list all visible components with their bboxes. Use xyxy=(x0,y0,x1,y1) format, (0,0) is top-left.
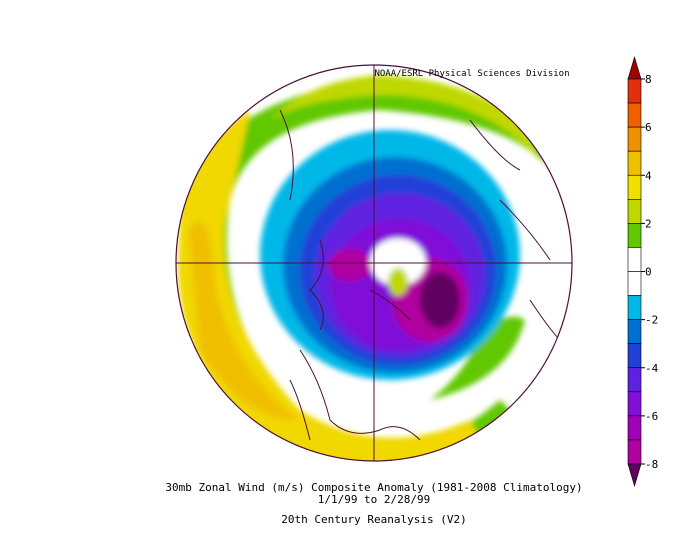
colorbar-swatch xyxy=(627,319,642,344)
colorbar-swatch xyxy=(627,199,642,224)
colorbar-swatch xyxy=(627,78,642,104)
colorbar-swatch xyxy=(627,223,642,248)
colorbar-end xyxy=(627,55,642,80)
colorbar-label: -4 xyxy=(645,362,659,375)
colorbar-swatch xyxy=(627,271,642,296)
colorbar-swatch xyxy=(627,126,642,152)
caption-line: 30mb Zonal Wind (m/s) Composite Anomaly … xyxy=(165,481,582,494)
colorbar-label: 6 xyxy=(645,121,652,134)
colorbar-label: -2 xyxy=(645,314,658,327)
map-border xyxy=(175,64,573,462)
colorbar-swatch xyxy=(627,174,642,200)
colorbar-label: 4 xyxy=(645,169,652,182)
colorbar: 8 6 4 2 0 -2 -4 -6 -8 xyxy=(627,55,659,488)
colorbar-label: -8 xyxy=(645,458,658,471)
colorbar-swatch xyxy=(627,343,642,369)
colorbar-end xyxy=(627,463,642,488)
colorbar-swatch xyxy=(627,439,642,465)
colorbar-swatch xyxy=(627,391,642,417)
caption-line: 20th Century Reanalysis (V2) xyxy=(281,513,466,526)
map xyxy=(176,65,572,461)
colorbar-swatch xyxy=(627,247,642,272)
colorbar-swatch xyxy=(627,295,642,320)
colorbar-label: 8 xyxy=(645,73,652,86)
colorbar-swatch xyxy=(627,150,642,176)
caption-line: 1/1/99 to 2/28/99 xyxy=(318,493,431,506)
credit: NOAA/ESRL Physical Sciences Division xyxy=(374,69,569,79)
colorbar-swatch xyxy=(627,102,642,128)
colorbar-label: -6 xyxy=(645,410,658,423)
colorbar-swatch xyxy=(627,367,642,393)
colorbar-swatch xyxy=(627,415,642,441)
colorbar-label: 2 xyxy=(645,217,652,230)
colorbar-label: 0 xyxy=(645,266,652,279)
